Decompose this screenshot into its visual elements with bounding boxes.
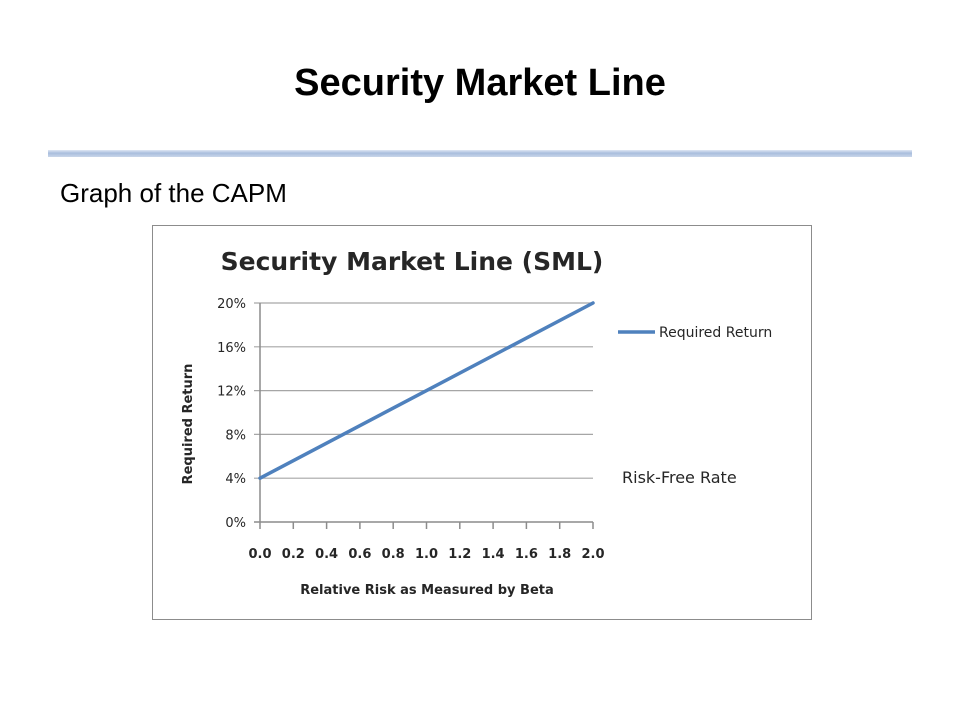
x-tick-label: 1.8 [548,547,571,562]
y-tick-label: 8% [225,428,246,443]
x-tick-label: 1.4 [482,547,505,562]
x-tick-label: 0.2 [282,547,305,562]
slide-subtitle: Graph of the CAPM [60,178,287,208]
x-tick-label: 1.2 [448,547,471,562]
x-tick-label: 1.0 [415,547,438,562]
chart-title: Security Market Line (SML) [221,247,604,276]
slide-title: Security Market Line [294,62,666,104]
y-tick-label: 20% [217,297,246,312]
risk-free-rate-annotation: Risk-Free Rate [622,468,737,487]
x-tick-label: 0.4 [315,547,338,562]
y-tick-label: 0% [225,516,246,531]
x-tick-label: 1.6 [515,547,538,562]
series-layer [258,301,595,480]
x-tick-label: 0.0 [248,547,271,562]
x-tick-label: 0.8 [382,547,405,562]
y-tick-label: 16% [217,341,246,356]
legend-label-required-return: Required Return [659,325,772,341]
chart-frame: Security Market Line (SML) 0% 4% 8% 12% 16% 2… [152,225,812,620]
sml-chart: Security Market Line (SML) 0% 4% 8% 12% 16% 2… [181,247,772,598]
legend: Required Return [618,325,772,341]
x-tick-label: 0.6 [348,547,371,562]
x-axis-label: Relative Risk as Measured by Beta [300,583,554,598]
y-axis-label: Required Return [181,364,196,485]
series-line-required-return [258,301,595,480]
x-tick-label: 2.0 [581,547,604,562]
axes: 0% 4% 8% 12% 16% 20% 0.0 0.2 0.4 0.6 0.8 1.0 1.2 1.4 1… [217,297,604,562]
y-tick-label: 12% [217,385,246,400]
title-divider [48,150,912,157]
y-tick-label: 4% [225,472,246,487]
